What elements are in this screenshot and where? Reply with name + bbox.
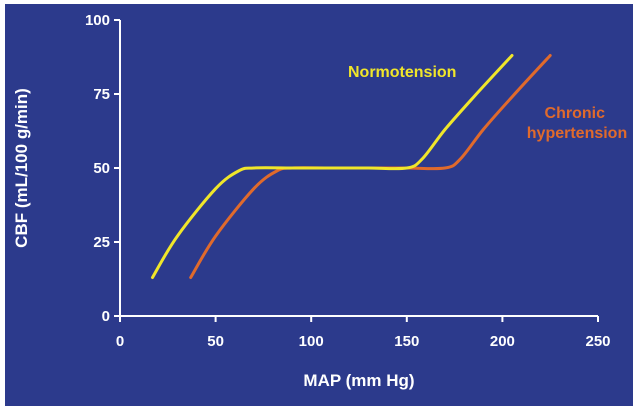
series-label-normotension-text: Normotension bbox=[348, 64, 456, 81]
series-layer bbox=[151, 54, 552, 279]
x-tick-label: 100 bbox=[299, 333, 324, 350]
series-line-normotension bbox=[151, 54, 514, 279]
series-label-normotension: Normotension bbox=[348, 64, 456, 81]
y-axis-title: CBF (mL/100 g/min) bbox=[12, 88, 31, 248]
x-axis-title: MAP (mm Hg) bbox=[303, 371, 414, 390]
x-ticks: 0 50 100 150 200 250 bbox=[116, 316, 611, 350]
chart-panel: 0 50 100 150 200 250 0 25 50 75 100 MAP (mm Hg) C… bbox=[5, 4, 633, 406]
cerebral-autoregulation-chart: 0 50 100 150 200 250 0 25 50 75 100 MAP (mm Hg) C… bbox=[5, 4, 633, 406]
x-tick-label: 50 bbox=[207, 333, 224, 350]
y-tick-label: 75 bbox=[93, 86, 110, 103]
series-line-chronic-hypertension bbox=[189, 54, 552, 279]
series-label-chronic-hypertension-line1: Chronic bbox=[545, 105, 606, 122]
series-label-chronic-hypertension: Chronic hypertension bbox=[527, 105, 627, 142]
y-ticks: 0 25 50 75 100 bbox=[85, 12, 120, 325]
y-tick-label: 100 bbox=[85, 12, 110, 29]
x-tick-label: 150 bbox=[394, 333, 419, 350]
y-tick-label: 25 bbox=[93, 234, 110, 251]
x-tick-label: 250 bbox=[585, 333, 610, 350]
x-tick-label: 200 bbox=[490, 333, 515, 350]
y-tick-label: 50 bbox=[93, 160, 110, 177]
y-tick-label: 0 bbox=[102, 308, 110, 325]
series-label-chronic-hypertension-line2: hypertension bbox=[527, 125, 627, 142]
x-tick-label: 0 bbox=[116, 333, 124, 350]
